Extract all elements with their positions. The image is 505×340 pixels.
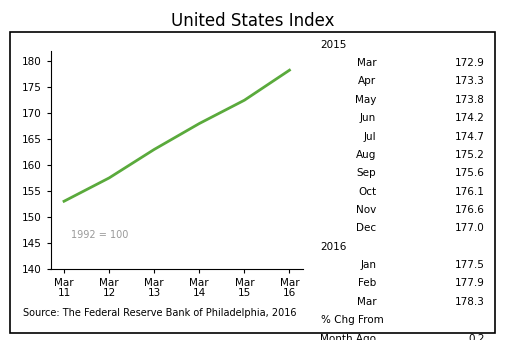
- Text: 175.6: 175.6: [455, 168, 485, 178]
- Text: 0.2: 0.2: [468, 334, 485, 340]
- Text: Mar: Mar: [357, 58, 376, 68]
- Text: Month Ago: Month Ago: [320, 334, 376, 340]
- Text: Mar: Mar: [357, 297, 376, 307]
- Text: Source: The Federal Reserve Bank of Philadelphia, 2016: Source: The Federal Reserve Bank of Phil…: [23, 308, 296, 318]
- Text: 174.7: 174.7: [455, 132, 485, 141]
- Text: 177.0: 177.0: [455, 223, 485, 233]
- Text: 173.8: 173.8: [455, 95, 485, 105]
- Text: 176.6: 176.6: [455, 205, 485, 215]
- Text: 175.2: 175.2: [455, 150, 485, 160]
- Text: Sep: Sep: [357, 168, 376, 178]
- Text: Jan: Jan: [360, 260, 376, 270]
- Text: United States Index: United States Index: [171, 12, 334, 30]
- Text: Nov: Nov: [356, 205, 376, 215]
- Text: 2016: 2016: [321, 242, 347, 252]
- Text: 1992 = 100: 1992 = 100: [71, 230, 128, 240]
- Text: 2015: 2015: [321, 40, 347, 50]
- Text: 176.1: 176.1: [455, 187, 485, 197]
- Text: 174.2: 174.2: [455, 113, 485, 123]
- Text: Dec: Dec: [356, 223, 376, 233]
- Text: Feb: Feb: [358, 278, 376, 288]
- Text: May: May: [355, 95, 376, 105]
- Text: Jun: Jun: [360, 113, 376, 123]
- Text: Apr: Apr: [358, 76, 376, 86]
- Text: 173.3: 173.3: [455, 76, 485, 86]
- Text: 177.5: 177.5: [455, 260, 485, 270]
- Text: Jul: Jul: [364, 132, 376, 141]
- Text: Aug: Aug: [356, 150, 376, 160]
- Text: 172.9: 172.9: [455, 58, 485, 68]
- Text: Oct: Oct: [358, 187, 376, 197]
- Text: % Chg From: % Chg From: [321, 315, 383, 325]
- Text: 177.9: 177.9: [455, 278, 485, 288]
- Text: 178.3: 178.3: [455, 297, 485, 307]
